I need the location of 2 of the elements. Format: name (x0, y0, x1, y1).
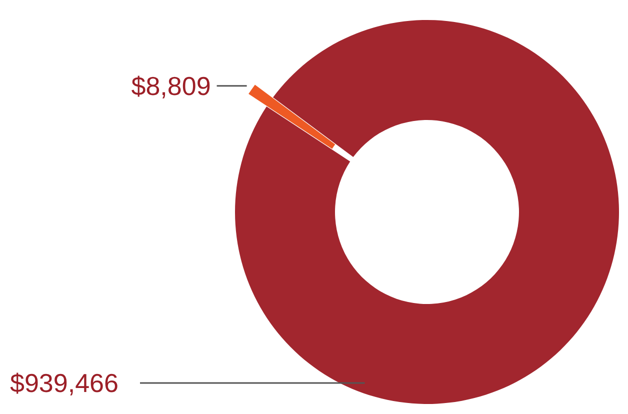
data-label: $939,466 (10, 368, 118, 398)
data-label: $8,809 (131, 70, 211, 101)
